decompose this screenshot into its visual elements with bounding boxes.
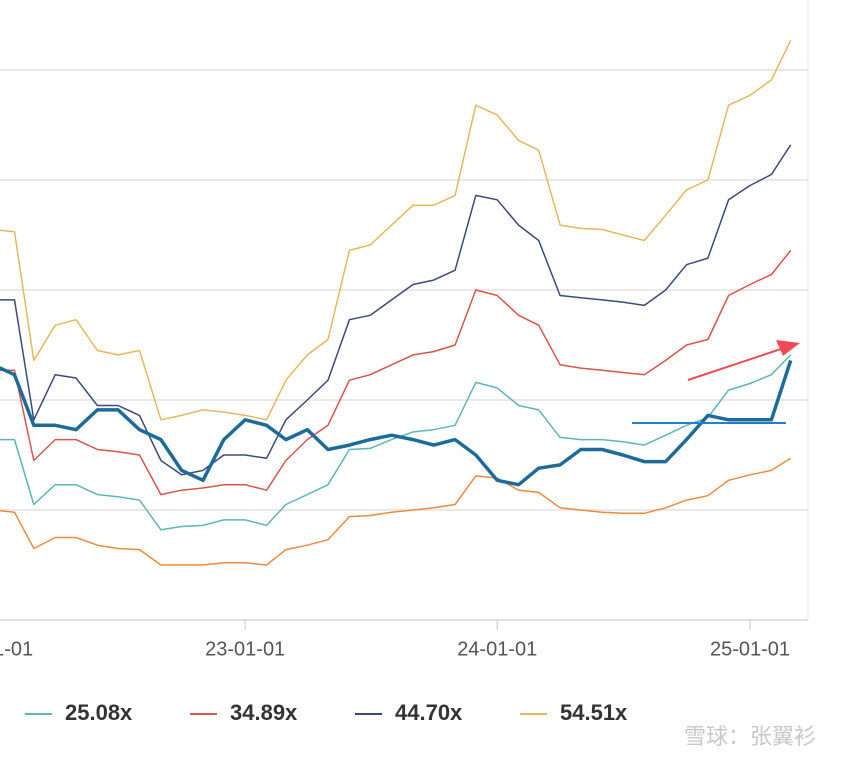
series-line xyxy=(0,354,792,531)
x-tick-label: 25-01-01 xyxy=(710,638,790,660)
legend-label: 25.08x xyxy=(65,700,133,725)
series-line xyxy=(0,39,792,421)
series-line xyxy=(0,359,793,487)
annotation-arrowhead xyxy=(776,340,800,356)
series-line xyxy=(0,144,792,476)
series-line xyxy=(0,457,792,566)
series-line xyxy=(0,249,792,496)
watermark: 雪球：张翼衫 xyxy=(684,724,816,749)
x-tick-label: 22-01-01 xyxy=(0,638,33,660)
annotation-arrow xyxy=(687,347,785,381)
legend-label: 34.89x xyxy=(230,700,298,725)
legend-label: 54.51x xyxy=(560,700,628,725)
legend-label: 44.70x xyxy=(395,700,463,725)
x-tick-label: 23-01-01 xyxy=(205,638,285,660)
x-tick-label: 24-01-01 xyxy=(457,638,537,660)
